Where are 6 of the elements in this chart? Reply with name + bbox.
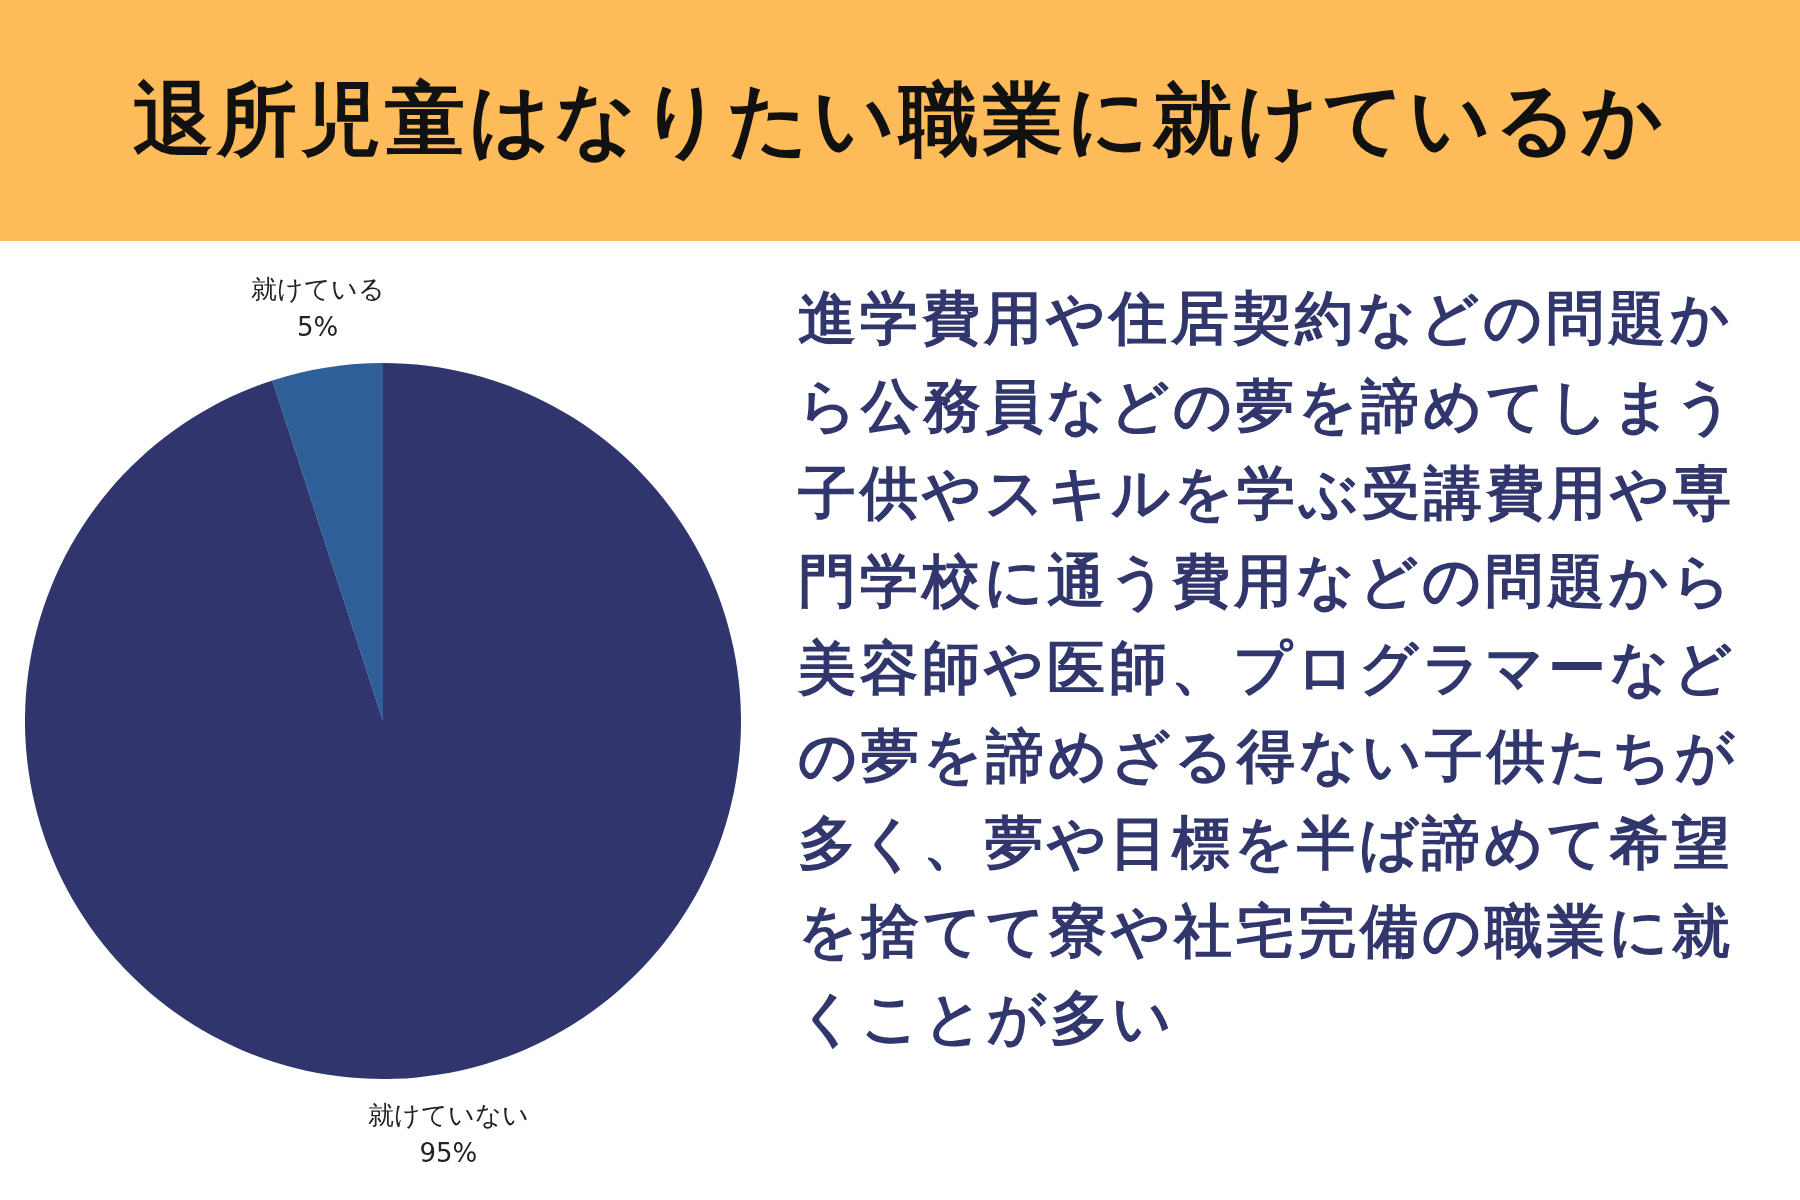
slice-label: 就けている (250, 274, 385, 305)
text: 進学費用や住居契約などの問題から公務員などの夢を諦めてしまう子供やスキルを学ぶ受講費用や専門学校に通う費用などの問題から美容師や医師、プログラマーなどの夢を諦めざる得ない子供たちが多く、夢や目標を半ば諦めて希望を捨てて寮や社宅完備の職業に就くことが多い (798, 284, 1738, 1052)
chart-title: 退所児童はなりたい職業に就けているか (0, 0, 1800, 241)
data-label: 5% (296, 312, 339, 343)
data-label: 95% (419, 1137, 478, 1168)
slice-label: 就けていない (367, 1099, 529, 1130)
